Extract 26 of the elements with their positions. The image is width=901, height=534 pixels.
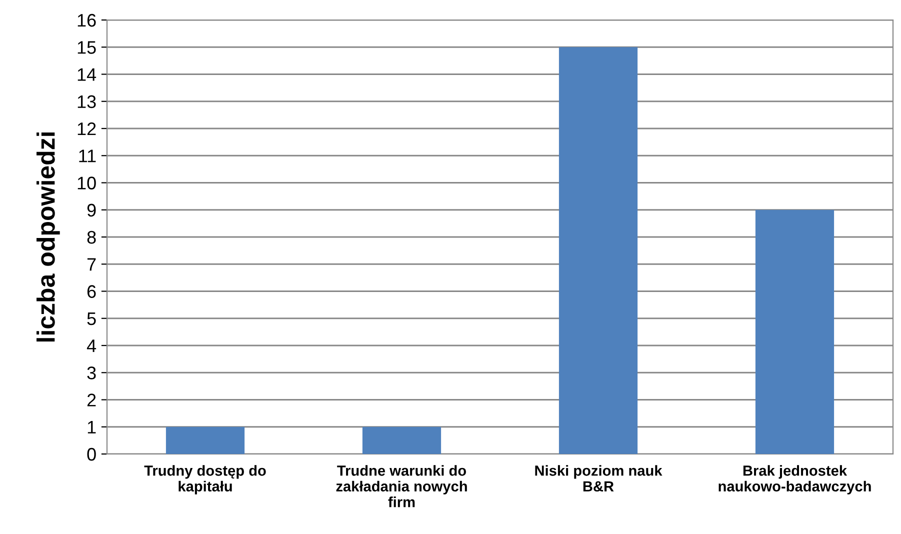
y-axis-title: liczba odpowiedzi [36,132,60,342]
bar [166,426,245,454]
y-tick-label: 13 [78,95,96,108]
y-tick-label: 0 [87,448,96,461]
y-tick-label: 1 [88,420,96,434]
y-tick-label: 14 [78,68,96,81]
bar [362,426,442,454]
x-tick-label: Brak jednostek naukowo-badawczych [718,465,871,494]
y-tick-label: 4 [86,340,96,352]
y-tick-label: 3 [87,366,96,380]
y-tick-label: 11 [79,150,96,162]
y-tick-label: 16 [78,14,96,27]
x-tick-label: Trudne warunki do zakładania nowych firm [336,465,467,508]
y-tick-label: 10 [78,176,96,190]
y-tick-label: 9 [87,204,96,217]
y-tick-label: 5 [87,312,96,326]
bar [558,47,638,454]
y-tick-label: 12 [78,122,96,136]
y-tick-label: 7 [87,258,96,271]
y-tick-label: 2 [87,394,96,406]
y-tick-label: 6 [87,285,96,298]
x-tick-label: Trudny dostęp do kapitału [144,465,266,494]
y-tick-label: 8 [87,230,96,244]
x-tick-label: Niski poziom nauk B&R [535,465,662,492]
y-tick-label: 15 [78,41,96,54]
bar [755,210,834,454]
